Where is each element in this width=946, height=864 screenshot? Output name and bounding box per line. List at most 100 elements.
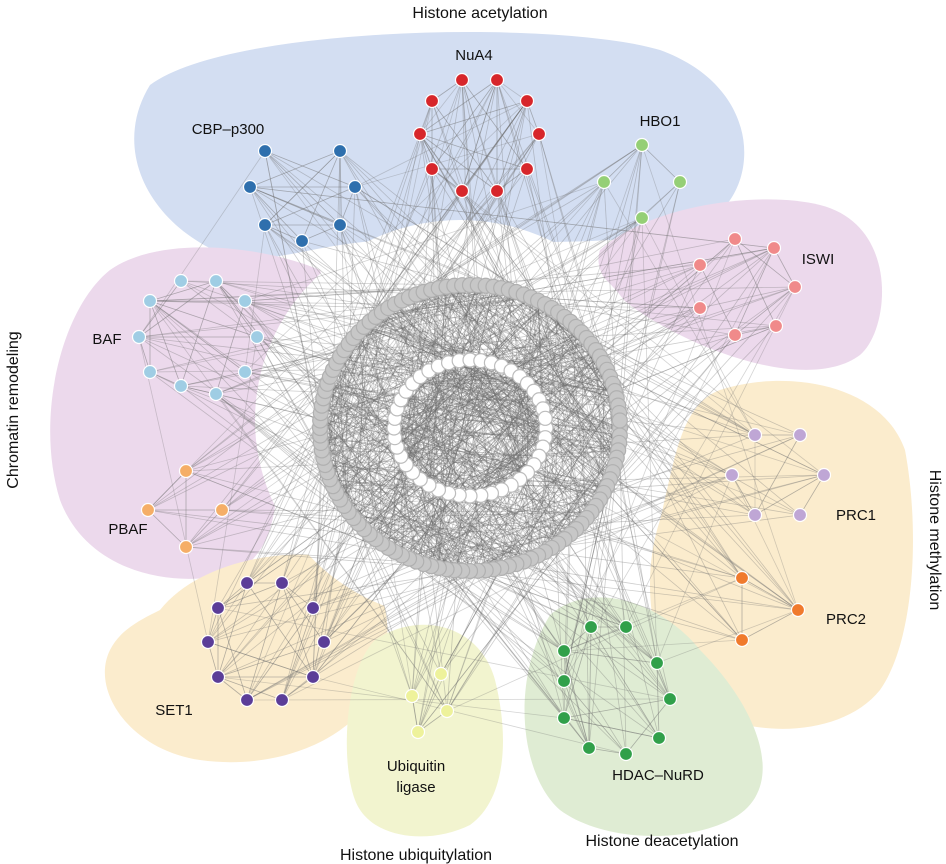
network-edge	[400, 399, 620, 436]
network-edge	[469, 418, 546, 497]
network-edge	[530, 296, 701, 309]
network-edge	[453, 285, 553, 549]
network-edge	[446, 286, 601, 500]
network-edge	[335, 363, 350, 513]
network-edge	[264, 186, 356, 226]
network-edge	[244, 371, 621, 429]
network-edge	[339, 224, 447, 570]
network-edge	[485, 304, 546, 571]
network-edge	[185, 505, 345, 548]
network-edge	[215, 289, 509, 395]
network-edge	[394, 437, 512, 486]
network-edge	[438, 399, 540, 569]
network-edge	[207, 641, 314, 678]
network-edge	[511, 484, 608, 487]
network-edge	[616, 457, 658, 664]
network-edge	[363, 326, 621, 429]
network-edge	[614, 325, 777, 392]
network-edge	[519, 376, 540, 457]
network-edge	[335, 363, 371, 535]
network-edge	[469, 359, 587, 519]
network-edge	[405, 390, 528, 473]
network-edge	[430, 289, 756, 516]
network-edge	[734, 286, 796, 336]
network-edge	[428, 360, 482, 486]
network-edge	[256, 336, 621, 429]
network-edge	[446, 505, 596, 570]
network-edge	[754, 474, 825, 516]
network-edge	[325, 464, 608, 487]
network-edge	[246, 181, 605, 584]
network-edge	[221, 509, 565, 540]
network-edge	[147, 470, 187, 511]
network-edge	[323, 397, 601, 500]
network-edge	[415, 291, 517, 562]
network-edge	[461, 79, 559, 544]
network-edge	[438, 297, 532, 491]
network-edge	[496, 190, 539, 301]
network-edge	[246, 499, 601, 701]
network-edge	[180, 280, 799, 611]
network-edge	[320, 442, 528, 473]
network-edge	[394, 303, 743, 579]
network-edge	[526, 168, 559, 313]
network-edge	[149, 371, 370, 535]
nua4-node	[489, 72, 505, 88]
network-edge	[544, 304, 571, 535]
iswi-node	[692, 257, 708, 273]
network-edge	[508, 300, 539, 567]
network-edge	[149, 300, 246, 373]
network-edge	[618, 412, 801, 516]
ubiquitin-ligase-label-line2: ligase	[396, 779, 435, 796]
network-edge	[320, 217, 643, 414]
network-edge	[325, 390, 547, 429]
network-edge	[469, 264, 701, 286]
network-edge	[249, 186, 775, 249]
network-edge	[428, 286, 447, 486]
network-edge	[323, 397, 658, 664]
network-edge	[246, 492, 337, 584]
network-edge	[244, 181, 605, 302]
network-edge	[358, 304, 396, 524]
network-edge	[321, 405, 547, 429]
network-edge	[326, 326, 365, 473]
network-edge	[388, 383, 613, 549]
network-edge	[458, 360, 546, 438]
network-edge	[320, 442, 510, 567]
network-edge	[401, 300, 627, 628]
network-edge	[281, 474, 733, 701]
nua4-node	[412, 126, 428, 142]
set1-node	[210, 600, 226, 616]
network-edge	[485, 285, 502, 367]
network-edge	[149, 287, 439, 302]
set1-node	[274, 575, 290, 591]
network-edge	[516, 291, 616, 392]
network-edge	[741, 577, 799, 611]
network-edge	[320, 303, 396, 414]
network-edge	[448, 492, 525, 562]
network-edge	[147, 509, 187, 548]
network-edge	[417, 569, 447, 733]
network-edge	[319, 420, 486, 571]
network-edge	[619, 144, 643, 436]
network-edge	[461, 100, 528, 192]
network-edge	[207, 405, 323, 643]
network-edge	[244, 300, 801, 436]
network-edge	[477, 300, 539, 571]
network-edge	[312, 285, 487, 678]
network-edge	[401, 144, 643, 301]
network-edge	[147, 190, 463, 511]
network-edge	[405, 390, 571, 535]
network-edge	[400, 376, 421, 457]
hdac-node	[556, 643, 572, 659]
cbp-node	[257, 217, 273, 233]
network-edge	[469, 570, 627, 628]
network-edge	[510, 370, 535, 465]
network-edge	[563, 247, 775, 652]
network-edge	[411, 326, 577, 697]
hdac-node	[662, 691, 678, 707]
network-edge	[340, 356, 449, 364]
network-edge	[420, 376, 528, 384]
prc1-node	[792, 507, 808, 523]
network-edge	[320, 442, 565, 652]
